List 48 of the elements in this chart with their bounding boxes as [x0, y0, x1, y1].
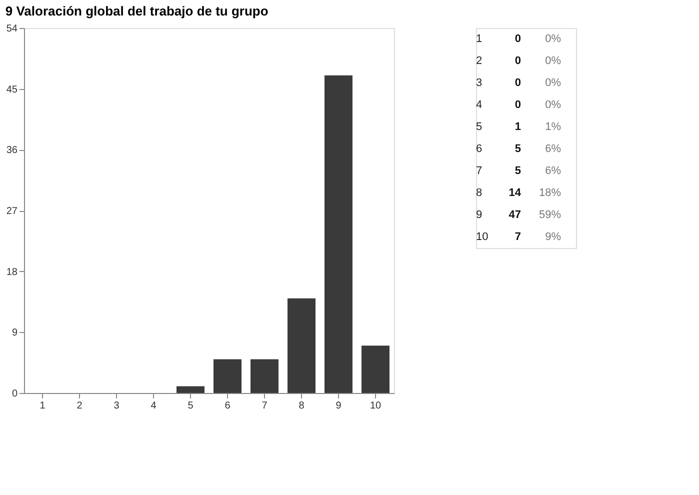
y-tick-label: 9	[12, 328, 18, 339]
category-label: 3	[476, 77, 482, 89]
text: 0%	[545, 77, 562, 89]
text: 18%	[538, 187, 562, 199]
y-tick-label: 0	[12, 388, 18, 400]
x-tick-label: 2	[76, 400, 83, 412]
x-tick-label: 9	[336, 400, 342, 412]
y-tick-label: 36	[6, 145, 18, 156]
category-label: 6	[476, 143, 482, 155]
text: 47	[508, 209, 521, 221]
text: 59%	[538, 209, 562, 221]
text: 0	[514, 77, 521, 89]
category-label: 7	[514, 231, 521, 243]
x-tick-label: 5	[188, 400, 194, 412]
text: 0%	[545, 33, 562, 45]
x-tick-label: 3	[114, 400, 120, 412]
y-tick-label: 18	[6, 266, 18, 278]
chart-title: 9 Valoración global del trabajo de tu grupo	[5, 4, 268, 18]
x-tick-label: 1	[40, 400, 46, 412]
text: 9%	[545, 231, 562, 243]
text: 6%	[545, 165, 562, 177]
text: 5	[476, 121, 482, 133]
x-tick-label: 8	[298, 400, 305, 412]
y-tick-label: 45	[6, 84, 18, 96]
category-label: 5	[514, 165, 521, 177]
text: 1	[476, 33, 482, 45]
y-tick-label: 54	[6, 24, 18, 34]
x-tick-label: 6	[224, 400, 231, 412]
category-label: 8	[476, 187, 482, 199]
category-label: 9	[476, 209, 482, 221]
y-tick-label: 27	[6, 206, 18, 217]
text: 7	[476, 165, 482, 177]
text: 1%	[545, 121, 562, 133]
text: 0%	[545, 55, 562, 67]
category-label: 4	[476, 99, 482, 111]
text: 0	[514, 55, 521, 67]
category-label: 1	[514, 121, 521, 133]
text: 0	[514, 33, 521, 45]
x-tick-label: 10	[370, 400, 382, 412]
text: 6%	[545, 143, 562, 155]
category-label: 2	[476, 55, 482, 67]
x-tick-label: 4	[150, 400, 157, 412]
x-tick-label: 7	[262, 400, 268, 412]
text: 5	[514, 143, 521, 155]
text: 14	[508, 187, 522, 199]
text: 0%	[545, 99, 562, 111]
text: 0	[514, 99, 521, 111]
category-label: 10	[476, 231, 488, 243]
